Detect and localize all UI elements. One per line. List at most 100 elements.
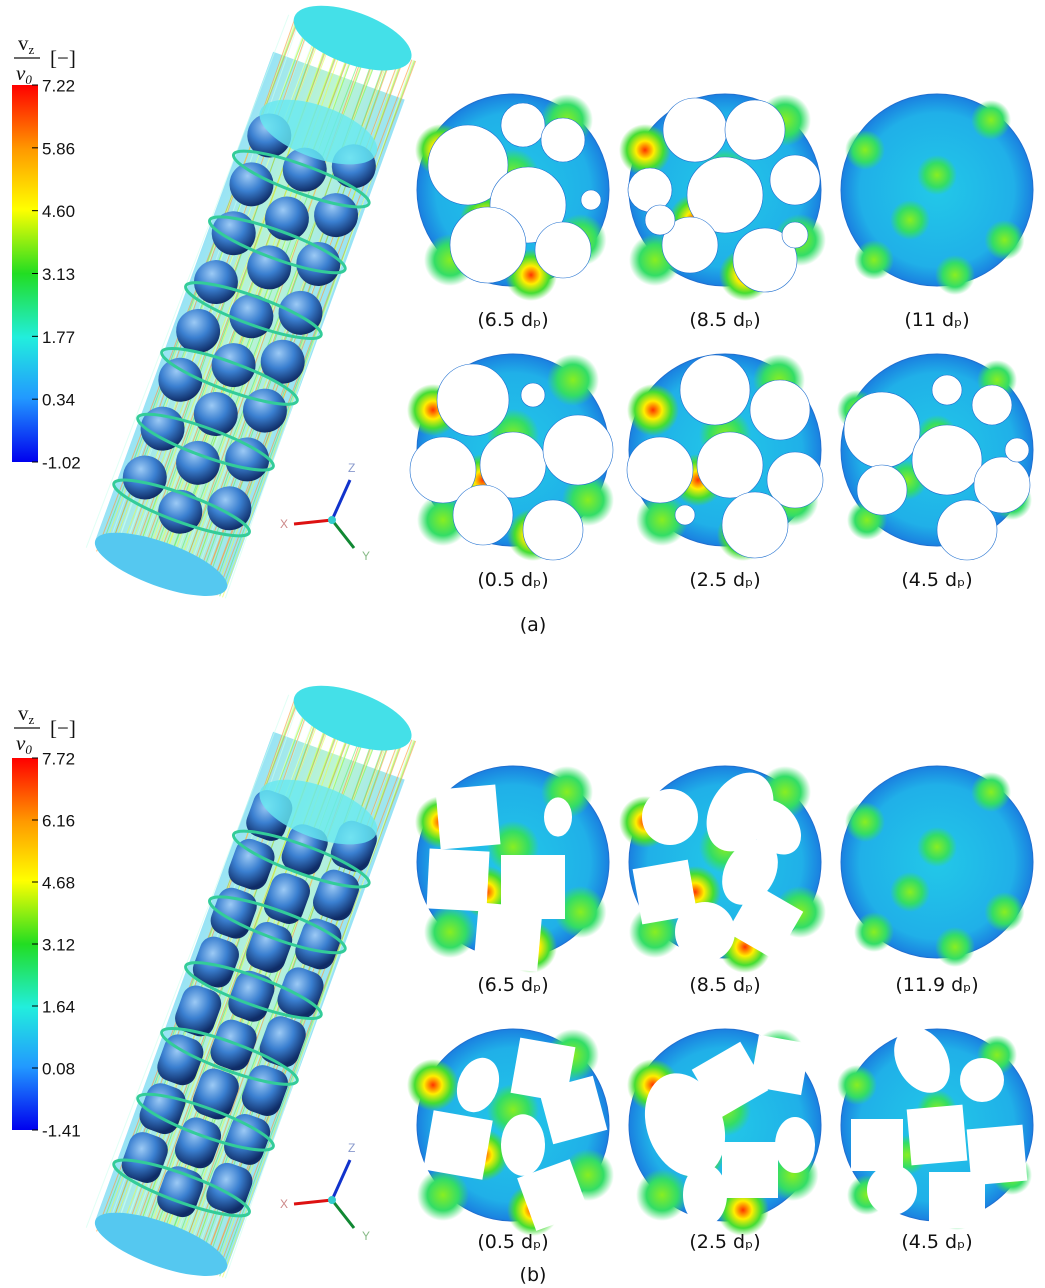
x-label: X <box>280 517 288 531</box>
subscript: z <box>29 42 35 57</box>
particle <box>259 1016 306 1068</box>
particle <box>122 455 167 500</box>
particle-hole <box>936 499 998 561</box>
particle-hole <box>626 436 694 504</box>
velocity-blob <box>971 772 1011 812</box>
colorbar-tick-label: 0.34 <box>42 391 75 410</box>
colorbar-tick-label: 7.22 <box>42 76 75 95</box>
velocity-blob <box>917 827 957 867</box>
particle <box>210 1019 257 1071</box>
particle <box>121 1132 168 1183</box>
particle-hole <box>627 167 673 213</box>
colorbar-tick-label: 1.77 <box>42 328 75 347</box>
velocity-blob <box>890 872 930 912</box>
particle-hole <box>894 1027 950 1093</box>
cross-section <box>619 765 826 973</box>
particle-hole <box>931 374 963 406</box>
particle <box>277 967 324 1019</box>
particle-hole <box>766 451 824 509</box>
particle-hole <box>851 1119 903 1171</box>
subscript: 0 <box>25 742 32 757</box>
midplane <box>259 99 378 165</box>
colorbar-tick-label: -1.02 <box>42 453 81 472</box>
unit: [−] <box>50 716 76 740</box>
particle-hole <box>722 1142 778 1198</box>
velocity-blob <box>619 124 671 176</box>
section-caption: (8.5 dₚ) <box>689 974 760 996</box>
particle-hole <box>632 859 698 925</box>
section-caption: (11.9 dₚ) <box>895 974 978 996</box>
colorbar-tick-label: 5.86 <box>42 139 75 158</box>
velocity-blob <box>636 1169 688 1221</box>
cross-section <box>407 1028 614 1236</box>
particle <box>157 1034 204 1086</box>
particle-hole <box>726 883 804 961</box>
particle-hole <box>449 206 527 284</box>
subscript: 0 <box>25 72 32 87</box>
particle-hole <box>971 384 1013 426</box>
text: v <box>16 731 26 755</box>
velocity-blob <box>845 130 885 170</box>
section-caption: (6.5 dₚ) <box>477 974 548 996</box>
denominator: v0 <box>16 61 32 87</box>
axis-triad: Z X Y <box>280 461 370 563</box>
colorbar-tick-label: 3.13 <box>42 265 75 284</box>
section-caption: (4.5 dₚ) <box>901 1231 972 1253</box>
particle-hole <box>542 414 614 486</box>
colorbar-tick-label: 6.16 <box>42 811 75 830</box>
particle-hole <box>696 431 764 499</box>
cross-section <box>837 353 1034 561</box>
colorbar-tick-label: 7.72 <box>42 749 75 768</box>
colorbar-label: vz v0 [−] <box>14 31 76 87</box>
particle <box>263 873 310 924</box>
particle-hole <box>642 789 698 845</box>
cross-section <box>840 93 1034 295</box>
z-axis <box>330 479 352 521</box>
particle-hole <box>662 97 728 163</box>
numerator: vz <box>18 31 35 57</box>
particle <box>229 162 274 207</box>
streamline <box>85 14 290 548</box>
z-axis <box>330 1159 352 1201</box>
particle <box>260 339 305 384</box>
ring <box>160 1026 299 1086</box>
text: v <box>18 701 29 725</box>
velocity-blob <box>984 892 1025 932</box>
colorbar-tick-label: -1.41 <box>42 1121 81 1140</box>
y-label: Y <box>362 1229 370 1243</box>
x-axis <box>293 1198 333 1206</box>
colorbar-tick-label: 1.64 <box>42 997 75 1016</box>
particle-hole <box>966 1124 1028 1186</box>
outlet <box>293 5 412 71</box>
velocity-blob <box>854 912 894 952</box>
particle-hole <box>749 379 811 441</box>
particle-hole <box>973 456 1031 514</box>
particle <box>193 260 238 305</box>
particle-hole <box>522 499 584 561</box>
cross-section <box>415 765 610 973</box>
particle-hole <box>929 1172 985 1228</box>
unit: [−] <box>50 46 76 70</box>
panel-label: (b) <box>520 1264 547 1286</box>
velocity-blob <box>854 240 894 280</box>
section-caption: (2.5 dₚ) <box>689 1231 760 1253</box>
particle-hole <box>544 797 572 837</box>
ring <box>184 961 323 1021</box>
x-label: X <box>280 1197 288 1211</box>
particle-hole <box>683 1164 727 1226</box>
ring <box>208 215 347 275</box>
particle-hole <box>534 221 592 279</box>
section-caption: (0.5 dₚ) <box>477 569 548 591</box>
particle-hole <box>501 1114 545 1176</box>
axis-triad: Z X Y <box>280 1141 370 1243</box>
ring <box>112 478 251 538</box>
colorbar-tick-label: 4.60 <box>42 202 75 221</box>
ring <box>136 412 275 472</box>
particle-hole <box>479 431 547 499</box>
ring <box>112 1158 251 1218</box>
y-axis <box>330 1199 356 1229</box>
velocity-blob <box>424 906 476 958</box>
particle <box>314 193 359 238</box>
subscript: z <box>29 712 35 727</box>
